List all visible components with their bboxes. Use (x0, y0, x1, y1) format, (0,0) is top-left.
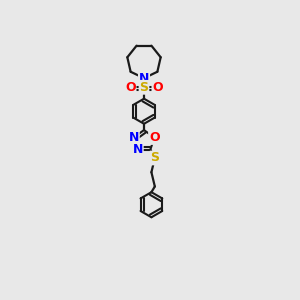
Text: N: N (128, 131, 139, 144)
Text: O: O (149, 131, 160, 144)
Text: O: O (125, 81, 136, 94)
Text: N: N (132, 143, 143, 156)
Text: N: N (139, 72, 149, 85)
Text: O: O (152, 81, 163, 94)
Text: S: S (150, 152, 159, 164)
Text: S: S (140, 81, 148, 94)
